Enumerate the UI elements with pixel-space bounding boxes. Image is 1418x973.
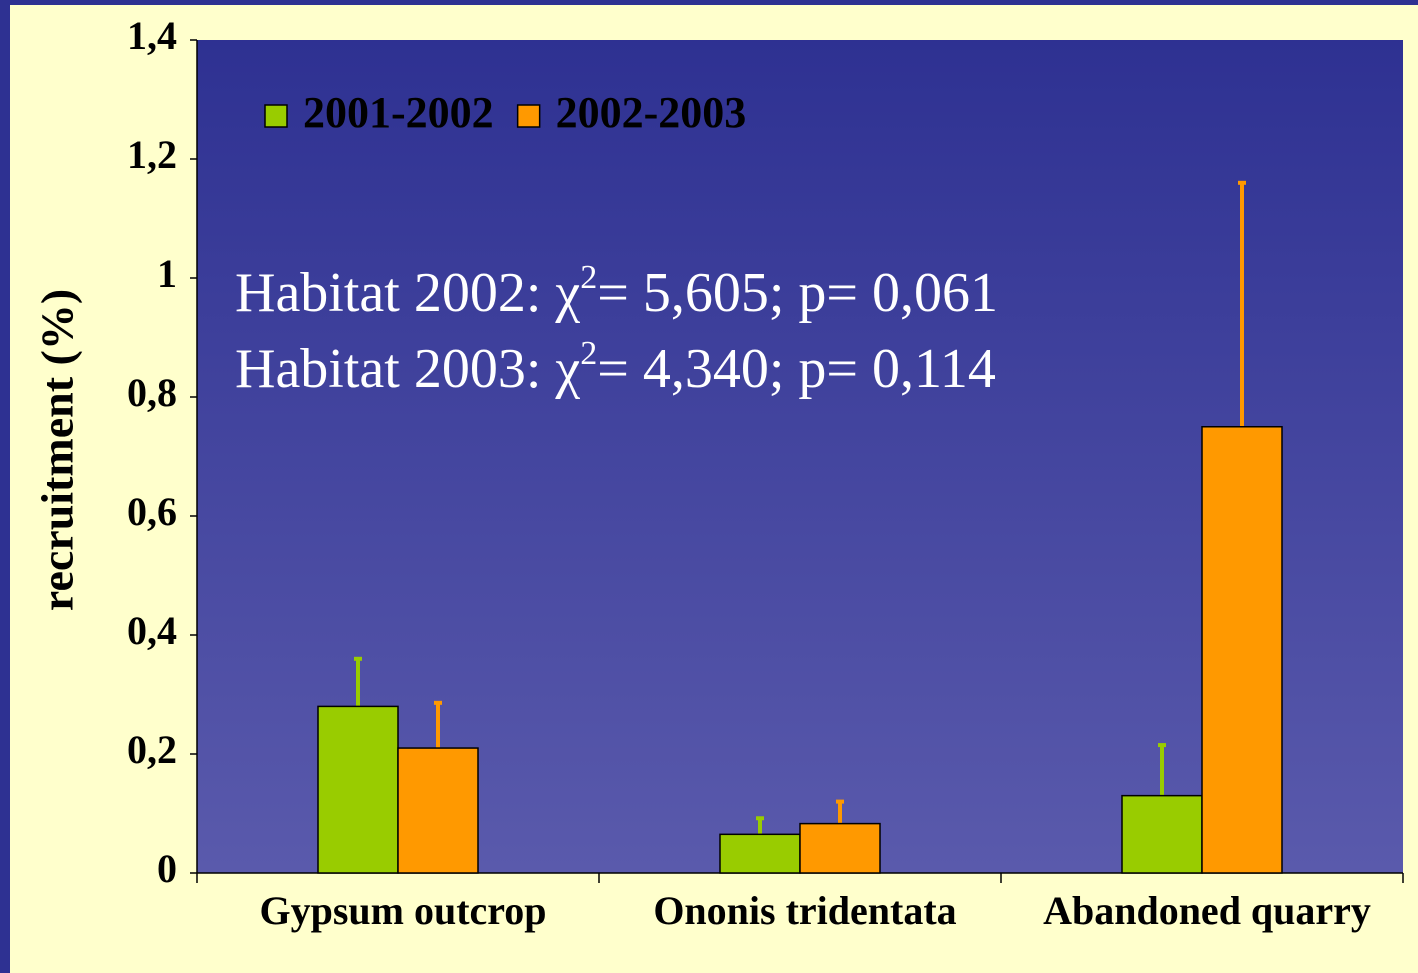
legend-label: 2001-2002 (303, 88, 494, 137)
x-tick-label: Ononis tridentata (653, 888, 956, 933)
annotation-text: Habitat 2003: χ (235, 338, 580, 400)
x-tick-label: Gypsum outcrop (259, 888, 546, 933)
y-axis-label: recruitment (%) (32, 289, 83, 611)
annotation-sup: 2 (580, 259, 597, 296)
y-tick-label: 1,4 (127, 13, 177, 58)
x-tick-label: Abandoned quarry (1043, 888, 1371, 933)
bar (317, 705, 399, 874)
bar (397, 747, 479, 874)
bar (799, 822, 881, 874)
legend-label: 2002-2003 (556, 88, 747, 137)
y-tick-label: 1 (157, 251, 177, 296)
y-tick-label: 1,2 (127, 132, 177, 177)
annotation-text: Habitat 2002: χ (235, 262, 580, 324)
bar (719, 833, 801, 874)
frame-top (0, 0, 1418, 5)
y-tick-label: 0,6 (127, 489, 177, 534)
legend-swatch (516, 104, 541, 128)
annotation-text: = 4,340; p= 0,114 (597, 338, 996, 400)
annotation: Habitat 2002: χ2= 5,605; p= 0,061 (235, 259, 998, 324)
bar (1121, 794, 1203, 874)
y-tick-label: 0,2 (127, 727, 177, 772)
annotation-text: = 5,605; p= 0,061 (597, 262, 998, 324)
legend-swatch (264, 104, 288, 128)
annotation-sup: 2 (580, 335, 597, 372)
y-tick-label: 0,8 (127, 370, 177, 415)
y-tick-label: 0 (157, 846, 177, 891)
y-tick-label: 0,4 (127, 608, 177, 653)
bar (1201, 426, 1283, 874)
frame-left (0, 0, 10, 973)
annotation: Habitat 2003: χ2= 4,340; p= 0,114 (235, 335, 996, 400)
